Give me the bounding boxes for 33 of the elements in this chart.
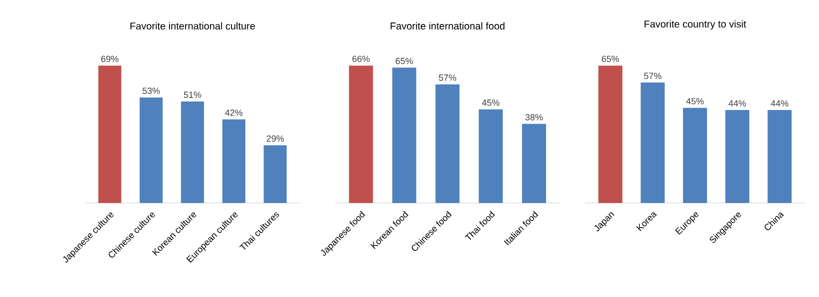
bar bbox=[683, 108, 708, 203]
data-label: 29% bbox=[266, 135, 284, 142]
bar bbox=[140, 97, 163, 203]
bar bbox=[768, 110, 792, 203]
bar bbox=[436, 84, 460, 203]
bar bbox=[264, 145, 287, 203]
data-label: 45% bbox=[482, 99, 500, 106]
bar bbox=[640, 82, 665, 203]
data-label: 53% bbox=[142, 88, 160, 94]
data-label: 65% bbox=[602, 56, 620, 62]
bar bbox=[598, 66, 622, 203]
bar bbox=[222, 119, 246, 203]
data-label: 57% bbox=[438, 74, 456, 81]
bar bbox=[522, 124, 546, 203]
data-label: 44% bbox=[770, 100, 788, 106]
bar bbox=[725, 110, 750, 203]
data-label: 66% bbox=[352, 56, 370, 62]
data-label: 44% bbox=[728, 100, 746, 106]
chart-title: Favorite country to visit bbox=[644, 20, 746, 30]
bar bbox=[181, 101, 204, 203]
bar bbox=[478, 109, 503, 203]
data-label: 51% bbox=[184, 92, 202, 98]
data-label: 65% bbox=[396, 58, 413, 64]
chart-title: Favorite international food bbox=[390, 22, 504, 30]
data-label: 38% bbox=[525, 114, 543, 120]
bar bbox=[98, 66, 122, 203]
data-label: 45% bbox=[686, 98, 704, 104]
bar bbox=[392, 68, 416, 203]
data-label: 69% bbox=[101, 56, 118, 62]
data-label: 57% bbox=[644, 72, 662, 80]
bar bbox=[348, 66, 373, 203]
chart-title: Favorite international culture bbox=[130, 22, 255, 30]
data-label: 42% bbox=[225, 110, 242, 116]
